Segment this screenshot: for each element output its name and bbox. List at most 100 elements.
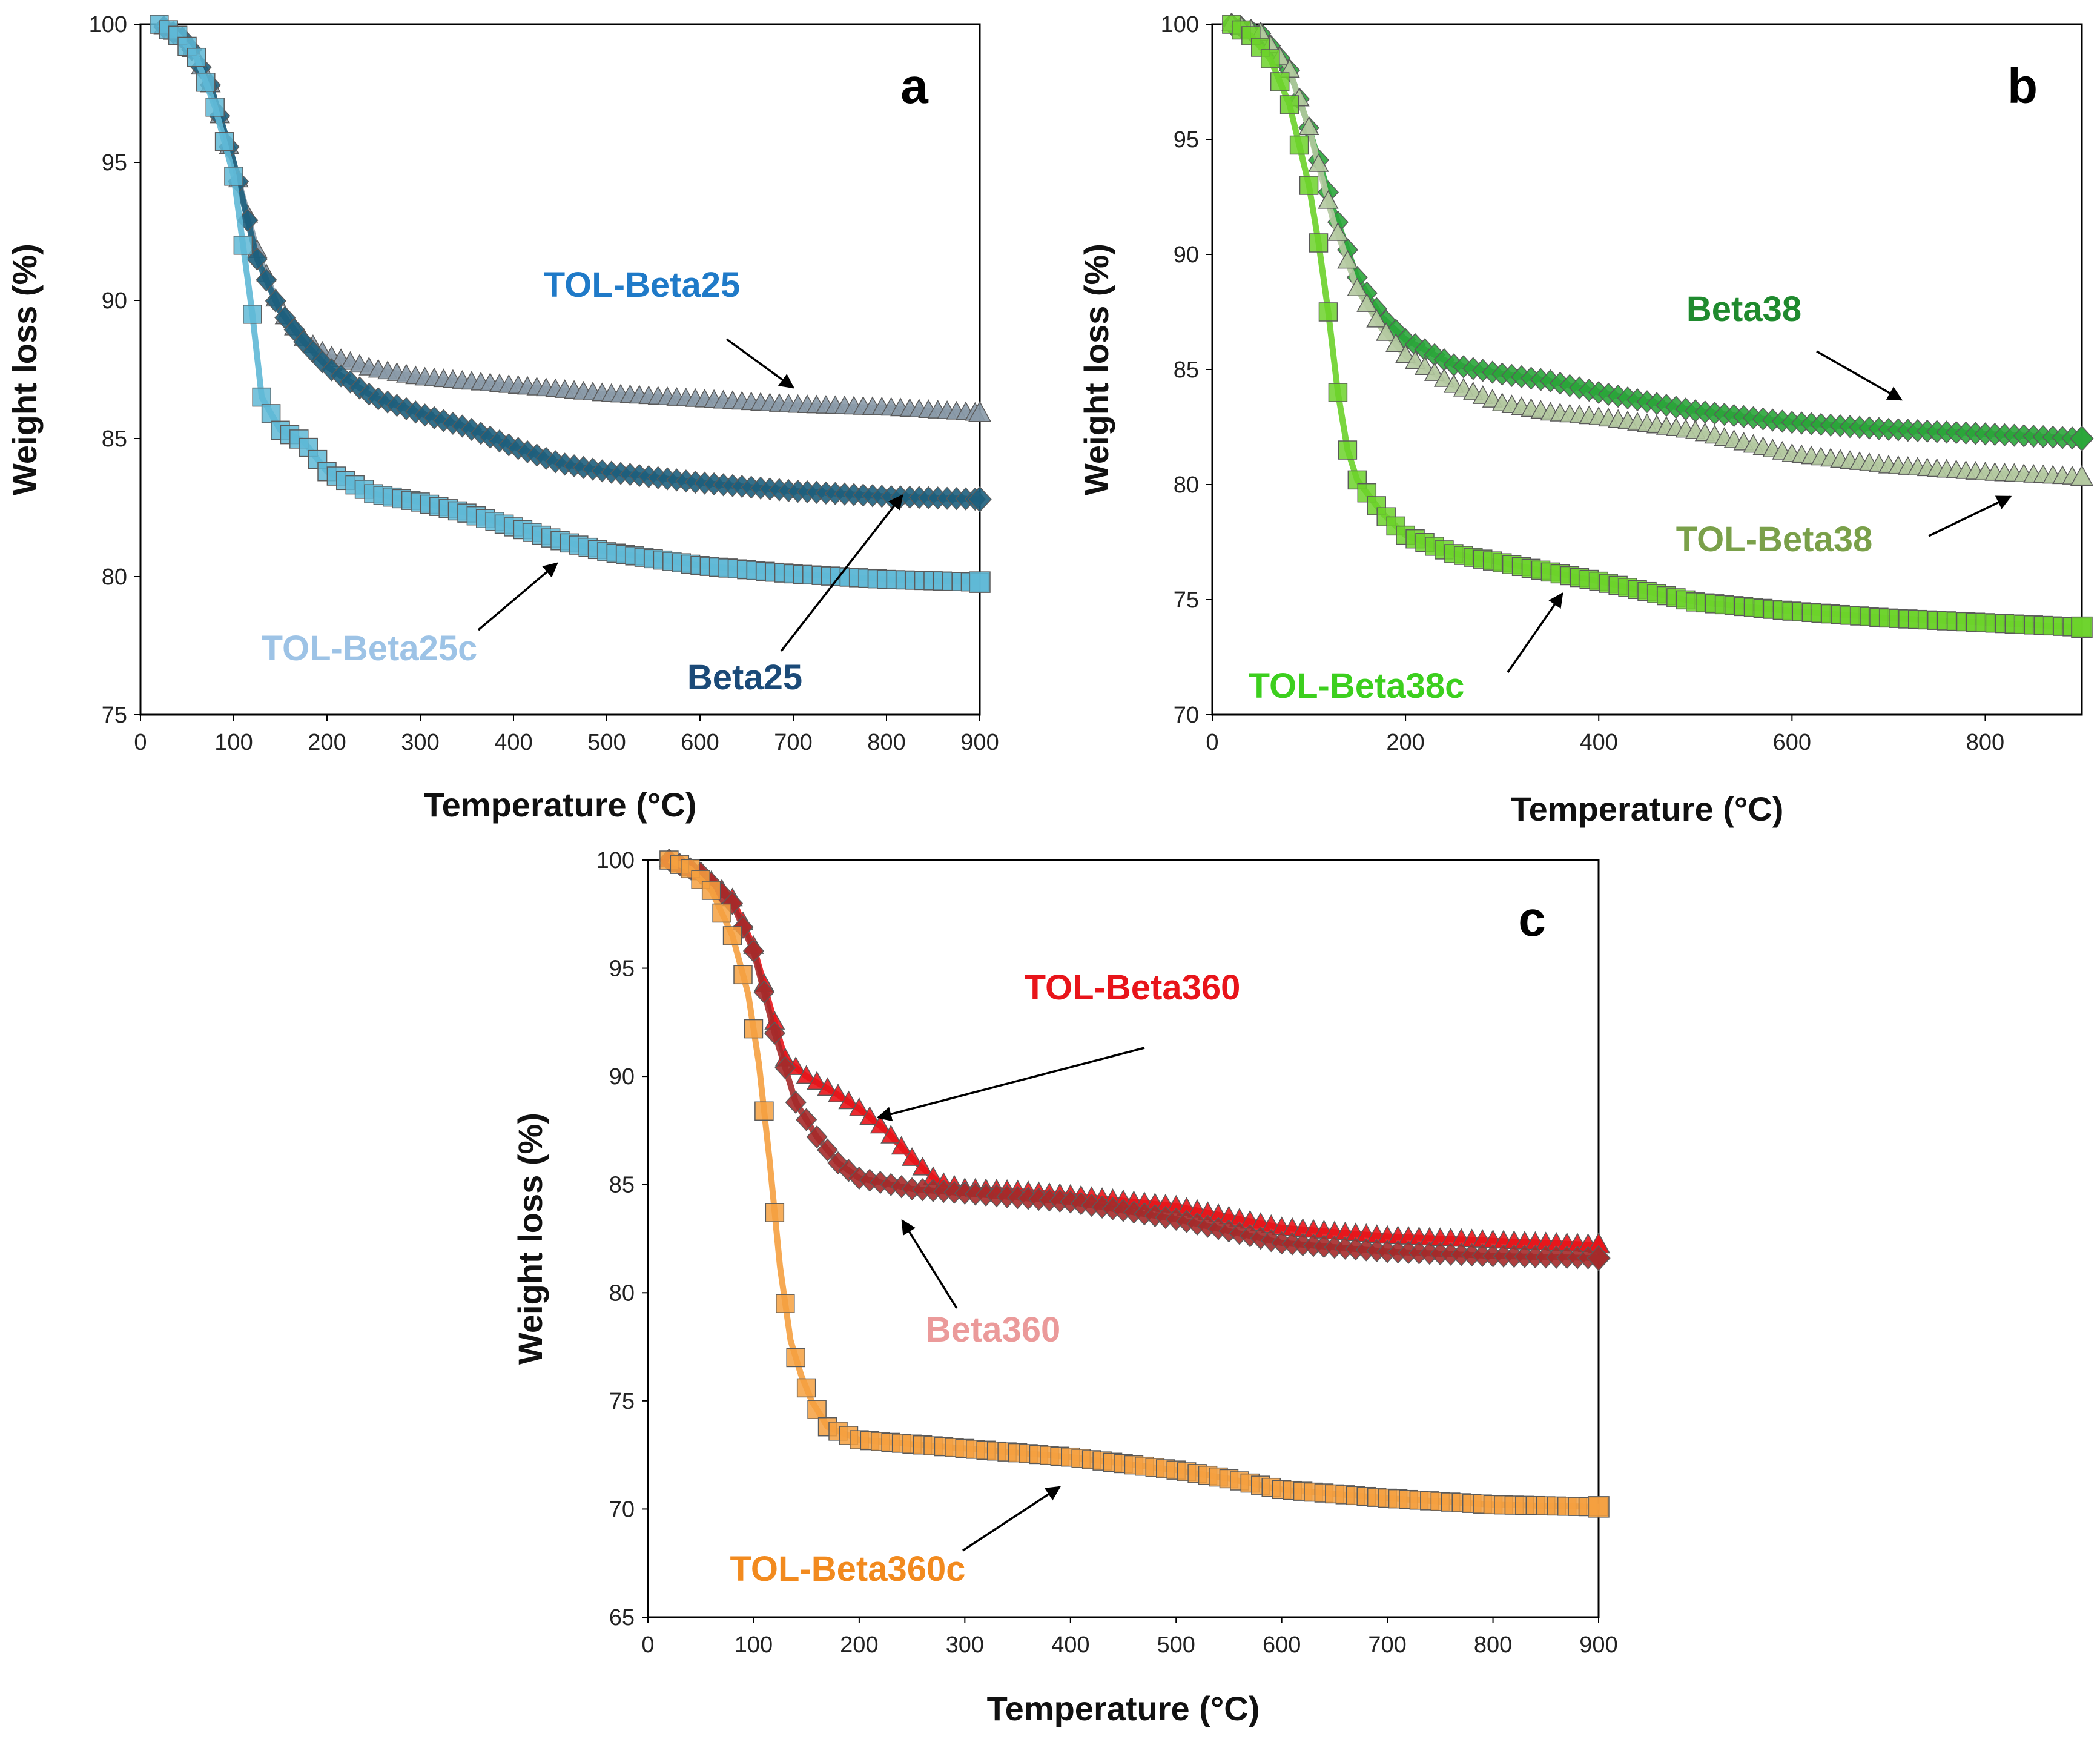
arrow: [780, 494, 903, 652]
x-tick-label: 300: [401, 730, 439, 755]
data-point: [968, 486, 992, 512]
data-point: [838, 1090, 859, 1110]
data-point: [807, 1400, 827, 1419]
data-point: [753, 980, 775, 1004]
series-label: TOL-Beta360c: [730, 1549, 966, 1589]
y-tick-label: 75: [1174, 588, 1199, 613]
y-tick-label: 65: [609, 1605, 635, 1630]
data-point: [712, 903, 731, 923]
annotation-TOL-Beta25c: TOL-Beta25c: [262, 562, 558, 668]
x-tick-label: 100: [214, 730, 253, 755]
series-label: TOL-Beta25: [544, 265, 740, 305]
data-point: [1338, 440, 1358, 460]
data-point: [870, 1114, 891, 1134]
data-point: [224, 167, 243, 186]
x-tick-label: 900: [960, 730, 999, 755]
x-tick-label: 400: [494, 730, 532, 755]
x-tick-label: 700: [774, 730, 812, 755]
x-tick-label: 300: [946, 1632, 984, 1658]
data-point: [796, 1378, 816, 1398]
x-tick-label: 800: [867, 730, 905, 755]
x-tick-label: 800: [1474, 1632, 1512, 1658]
data-point: [733, 965, 753, 985]
data-point: [969, 571, 991, 593]
data-point: [806, 1125, 828, 1149]
x-tick-label: 200: [308, 730, 346, 755]
data-point: [796, 1065, 817, 1084]
data-point: [1366, 308, 1387, 328]
data-point: [880, 1124, 902, 1144]
data-point: [187, 47, 206, 67]
arrow: [725, 338, 794, 389]
x-tick-label: 0: [134, 730, 147, 755]
data-point: [796, 1108, 817, 1131]
arrow: [1507, 592, 1563, 673]
annotation-Beta25: Beta25: [687, 494, 903, 697]
plot-area: [139, 23, 981, 716]
data-point: [701, 881, 721, 900]
x-tick-label: 500: [1157, 1632, 1195, 1658]
x-axis-title: Temperature (°C): [987, 1689, 1260, 1727]
data-point: [1433, 368, 1454, 387]
y-tick-label: 100: [89, 12, 127, 38]
panel-letter: a: [900, 59, 929, 114]
data-point: [1405, 350, 1426, 369]
y-tick-label: 95: [1174, 127, 1199, 153]
x-tick-label: 100: [735, 1632, 773, 1658]
y-tick-label: 100: [596, 848, 635, 873]
series-label: TOL-Beta38c: [1249, 666, 1465, 706]
annotation-TOL-Beta25: TOL-Beta25: [544, 265, 794, 389]
plot-area: [647, 859, 1600, 1618]
data-point: [912, 1156, 933, 1176]
y-tick-label: 90: [102, 288, 127, 314]
y-tick-label: 85: [1174, 357, 1199, 383]
x-axis-title: Temperature (°C): [1511, 790, 1784, 828]
data-point: [754, 1101, 774, 1121]
data-point: [243, 305, 262, 324]
y-tick-label: 90: [1174, 242, 1199, 268]
x-tick-label: 400: [1580, 730, 1618, 755]
data-point: [902, 1147, 923, 1166]
data-point: [1270, 72, 1290, 91]
plot-area: [1211, 23, 2083, 716]
chart-panel-b: 70 75 80 85 90 95 100 0 200 400 600 800 Temperature …: [1077, 12, 2094, 828]
y-tick-label: 95: [609, 956, 635, 982]
y-tick-label: 75: [102, 703, 127, 728]
data-point: [764, 1021, 785, 1045]
data-point: [2070, 425, 2094, 452]
annotation-TOL-Beta360c: TOL-Beta360c: [730, 1486, 1062, 1589]
data-point: [256, 268, 277, 292]
data-point: [848, 1097, 870, 1116]
data-point: [1356, 293, 1378, 312]
y-tick-label: 80: [609, 1280, 635, 1306]
y-tick-label: 80: [1174, 472, 1199, 498]
data-point: [827, 1084, 849, 1102]
annotation-TOL-Beta38: TOL-Beta38: [1676, 495, 2012, 559]
data-point: [205, 98, 225, 117]
series-Beta38: [1221, 12, 2094, 452]
data-point: [1415, 356, 1436, 375]
data-point: [233, 236, 253, 255]
data-point: [859, 1106, 880, 1125]
annotation-TOL-Beta38c: TOL-Beta38c: [1249, 592, 1563, 706]
annotation-TOL-Beta360: TOL-Beta360: [876, 968, 1240, 1122]
series-label: Beta38: [1686, 290, 1801, 329]
series-TOL-Beta360c: [659, 850, 1610, 1518]
data-point: [786, 1348, 805, 1368]
x-tick-label: 600: [681, 730, 719, 755]
series-TOL-Beta38c: [1222, 15, 2093, 638]
data-point: [2071, 616, 2093, 638]
x-tick-label: 0: [1206, 730, 1218, 755]
data-point: [744, 1019, 764, 1039]
x-tick-label: 900: [1579, 1632, 1617, 1658]
data-point: [742, 939, 764, 963]
series-label: Beta25: [687, 658, 802, 697]
data-point: [214, 132, 234, 151]
data-point: [1337, 250, 1358, 269]
y-axis-title: Weight loss (%): [1077, 243, 1115, 495]
arrow: [1816, 350, 1903, 401]
y-tick-label: 100: [1161, 12, 1199, 38]
data-point: [1587, 1245, 1611, 1271]
panel-letter: b: [2007, 59, 2038, 114]
